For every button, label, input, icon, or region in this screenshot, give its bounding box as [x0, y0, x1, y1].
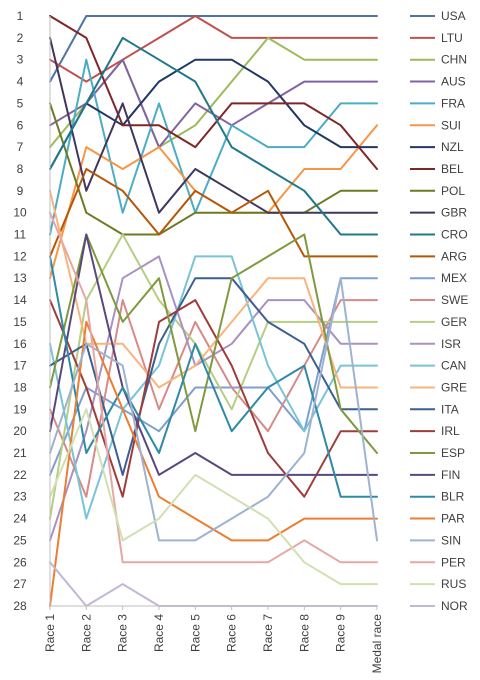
y-tick-label: 2: [17, 31, 24, 45]
x-tick-label: Race 3: [116, 614, 130, 652]
series-line-blr: [49, 255, 378, 498]
legend-label-bel: BEL: [441, 162, 464, 176]
series-line-nzl: [49, 58, 378, 170]
series-line-fra: [49, 58, 378, 236]
series-line-usa: [49, 15, 378, 83]
y-tick-label: 7: [17, 140, 24, 154]
y-tick-label: 17: [13, 359, 27, 373]
y-tick-label: 6: [17, 118, 24, 132]
y-tick-label: 14: [13, 293, 27, 307]
legend: USA LTU CHN AUS FRA SUI NZL BEL POL GBR CRO ARG MEX S…: [410, 9, 468, 613]
legend-label-gre: GRE: [441, 380, 467, 394]
y-tick-label: 13: [13, 271, 27, 285]
x-tick-label: Race 5: [188, 614, 202, 652]
legend-label-isr: ISR: [441, 337, 461, 351]
legend-label-par: PAR: [441, 512, 465, 526]
y-tick-label: 24: [13, 512, 27, 526]
series-line-ita: [49, 277, 378, 476]
y-tick-label: 10: [13, 206, 27, 220]
legend-label-pol: POL: [441, 184, 465, 198]
y-tick-label: 12: [13, 249, 27, 263]
legend-label-nor: NOR: [441, 599, 468, 613]
legend-label-rus: RUS: [441, 577, 466, 591]
legend-label-sui: SUI: [441, 118, 461, 132]
x-tick-label: Race 7: [261, 614, 275, 652]
series-line-nor: [49, 561, 378, 607]
plot-area: [49, 15, 378, 607]
legend-label-chn: CHN: [441, 53, 467, 67]
series-line-cro: [49, 36, 378, 236]
y-tick-label: 11: [14, 228, 27, 242]
legend-label-aus: AUS: [441, 75, 466, 89]
y-tick-label: 9: [17, 184, 24, 198]
y-tick-label: 26: [13, 555, 27, 569]
x-tick-label: Race 8: [297, 614, 311, 652]
y-tick-label: 22: [13, 468, 27, 482]
series-line-pol: [49, 102, 378, 236]
series-line-gre: [49, 189, 378, 389]
legend-label-mex: MEX: [441, 271, 467, 285]
x-tick-label: Race 6: [225, 614, 239, 652]
legend-label-ita: ITA: [441, 402, 459, 416]
legend-label-irl: IRL: [441, 424, 460, 438]
y-tick-label: 16: [13, 337, 27, 351]
y-tick-label: 27: [13, 577, 27, 591]
series-line-fin: [49, 233, 378, 476]
legend-label-nzl: NZL: [441, 140, 464, 154]
series-line-irl: [49, 299, 378, 498]
y-tick-label: 3: [17, 53, 24, 67]
x-tick-label: Race 9: [334, 614, 348, 652]
y-tick-label: 18: [13, 380, 27, 394]
legend-label-arg: ARG: [441, 249, 467, 263]
legend-label-swe: SWE: [441, 293, 468, 307]
y-tick-label: 5: [17, 96, 24, 110]
legend-label-can: CAN: [441, 359, 466, 373]
y-tick-label: 4: [17, 75, 24, 89]
legend-label-blr: BLR: [441, 490, 465, 504]
x-tick-label: Race 2: [79, 614, 93, 652]
series-line-arg: [49, 168, 378, 258]
legend-label-gbr: GBR: [441, 206, 467, 220]
legend-label-cro: CRO: [441, 228, 468, 242]
y-tick-label: 28: [13, 599, 27, 613]
y-tick-label: 20: [13, 424, 27, 438]
y-tick-label: 19: [13, 402, 27, 416]
x-tick-label: Medal race: [370, 614, 384, 674]
legend-label-usa: USA: [441, 9, 466, 23]
series-line-can: [49, 255, 378, 520]
legend-label-ltu: LTU: [441, 31, 463, 45]
legend-label-per: PER: [441, 555, 466, 569]
legend-label-esp: ESP: [441, 446, 465, 460]
y-tick-label: 1: [17, 9, 24, 23]
legend-label-fin: FIN: [441, 468, 460, 482]
legend-label-ger: GER: [441, 315, 467, 329]
y-tick-label: 25: [13, 533, 27, 547]
x-tick-label: Race 4: [152, 614, 166, 652]
series-line-per: [49, 211, 378, 564]
legend-label-fra: FRA: [441, 96, 465, 110]
y-tick-label: 21: [13, 446, 27, 460]
y-tick-label: 23: [13, 490, 27, 504]
legend-label-sin: SIN: [441, 533, 461, 547]
x-tick-label: Race 1: [43, 614, 57, 652]
series-line-sin: [49, 277, 378, 542]
series-line-esp: [49, 233, 378, 454]
y-axis: 1234567891011121314151617181920212223242…: [13, 9, 51, 613]
y-tick-label: 15: [13, 315, 27, 329]
series-line-chn: [49, 36, 378, 149]
series-line-rus: [49, 408, 378, 586]
series-line-bel: [49, 15, 378, 170]
series-line-ltu: [49, 15, 378, 83]
x-axis: Race 1 Race 2 Race 3 Race 4 Race 5 Race 6 Race…: [43, 605, 384, 674]
y-tick-label: 8: [17, 162, 24, 176]
